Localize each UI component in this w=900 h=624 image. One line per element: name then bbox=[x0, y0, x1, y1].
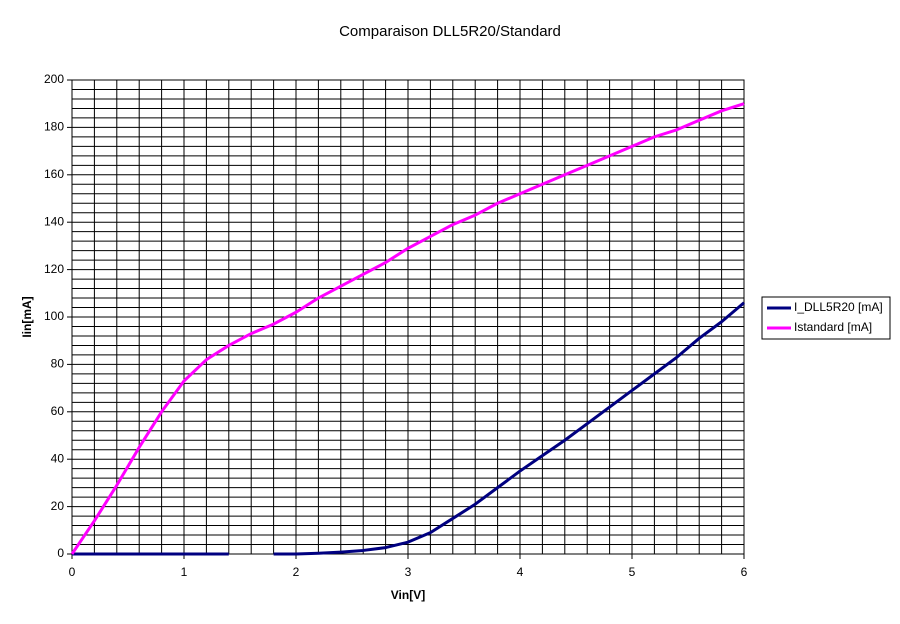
series-line bbox=[72, 301, 745, 556]
y-tick-label: 20 bbox=[51, 499, 65, 513]
x-tick-label: 0 bbox=[69, 565, 76, 579]
y-tick-label: 0 bbox=[57, 546, 64, 560]
y-axis-label: Iin[mA] bbox=[20, 296, 34, 337]
y-tick-label: 100 bbox=[44, 309, 64, 323]
y-tick-label: 140 bbox=[44, 214, 64, 228]
x-axis-label: Vin[V] bbox=[391, 588, 425, 602]
y-tick-label: 40 bbox=[51, 451, 65, 465]
y-tick-label: 60 bbox=[51, 404, 65, 418]
x-tick-label: 3 bbox=[405, 565, 412, 579]
legend-box bbox=[761, 296, 891, 340]
y-tick-label: 80 bbox=[51, 357, 65, 371]
chart-title: Comparaison DLL5R20/Standard bbox=[339, 23, 561, 40]
plot-border bbox=[71, 79, 745, 555]
x-tick-label: 2 bbox=[293, 565, 300, 579]
y-tick-label: 180 bbox=[44, 120, 64, 134]
y-tick-label: 200 bbox=[44, 72, 64, 86]
x-tick-label: 5 bbox=[629, 565, 636, 579]
legend-label: Istandard [mA] bbox=[794, 320, 872, 334]
x-tick-label: 1 bbox=[181, 565, 188, 579]
y-tick-label: 120 bbox=[44, 262, 64, 276]
legend-label: I_DLL5R20 [mA] bbox=[794, 300, 883, 314]
y-tick-label: 160 bbox=[44, 167, 64, 181]
series-line bbox=[70, 102, 745, 555]
x-tick-label: 4 bbox=[517, 565, 524, 579]
x-tick-label: 6 bbox=[741, 565, 748, 579]
